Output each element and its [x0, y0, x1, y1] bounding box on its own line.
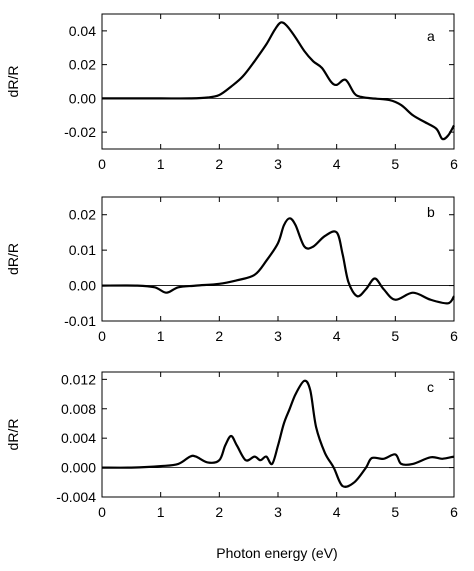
x-tick-label: 1 — [157, 328, 165, 344]
x-tick-label: 5 — [391, 504, 399, 520]
y-axis-label: dR/R — [5, 419, 21, 451]
x-tick-label: 2 — [215, 156, 223, 172]
x-tick-label: 1 — [157, 504, 165, 520]
x-tick-label: 4 — [333, 328, 341, 344]
x-tick-label: 3 — [274, 328, 282, 344]
x-tick-label: 0 — [98, 156, 106, 172]
series-line — [101, 217, 455, 305]
x-tick-label: 6 — [450, 504, 458, 520]
panel-letter: a — [427, 28, 435, 44]
x-tick-label: 6 — [450, 328, 458, 344]
y-tick-label: 0.04 — [69, 23, 96, 39]
y-tick-label: 0.02 — [69, 207, 96, 223]
x-tick-label: 2 — [215, 504, 223, 520]
plot-frame — [101, 196, 455, 322]
panel-b: 0 1 2 3 4 5 6 0.02 0.01 0.00 -0.01 dR/R b — [5, 196, 458, 344]
y-tick-label: 0.004 — [61, 430, 96, 446]
y-tick-label: 0.02 — [69, 57, 96, 73]
x-tick-label: 3 — [274, 156, 282, 172]
y-tick-label: 0.01 — [69, 242, 96, 258]
x-tick-label: 2 — [215, 328, 223, 344]
x-tick-label: 0 — [98, 328, 106, 344]
y-tick-label: -0.02 — [64, 124, 96, 140]
x-tick-label: 5 — [391, 156, 399, 172]
y-tick-label: 0.012 — [61, 371, 96, 387]
x-tick-label: 4 — [333, 156, 341, 172]
y-tick-label: -0.01 — [64, 313, 96, 329]
y-axis-label: dR/R — [5, 66, 21, 98]
plot-frame — [101, 13, 455, 150]
plot-frame — [101, 371, 455, 498]
panel-letter: c — [427, 379, 434, 395]
y-tick-label: 0.000 — [61, 460, 96, 476]
y-tick-label: 0.00 — [69, 90, 96, 106]
figure-x-axis-label: Photon energy (eV) — [216, 545, 337, 561]
x-tick-label: 6 — [450, 156, 458, 172]
panel-letter: b — [427, 204, 435, 220]
x-tick-label: 3 — [274, 504, 282, 520]
y-tick-label: -0.004 — [56, 489, 96, 505]
panel-a: 0 1 2 3 4 5 6 0.04 0.02 0.00 -0.02 dR/R a — [5, 13, 458, 172]
x-tick-label: 5 — [391, 328, 399, 344]
x-tick-label: 0 — [98, 504, 106, 520]
x-tick-label: 1 — [157, 156, 165, 172]
y-tick-label: 0.008 — [61, 401, 96, 417]
series-line — [101, 21, 455, 141]
y-tick-label: 0.00 — [69, 278, 96, 294]
y-axis-label: dR/R — [5, 243, 21, 275]
panel-c: 0 1 2 3 4 5 6 0.012 0.008 0.004 0.000 -0.004 dR/R c — [5, 371, 458, 520]
x-tick-label: 4 — [333, 504, 341, 520]
series-line — [101, 379, 455, 488]
